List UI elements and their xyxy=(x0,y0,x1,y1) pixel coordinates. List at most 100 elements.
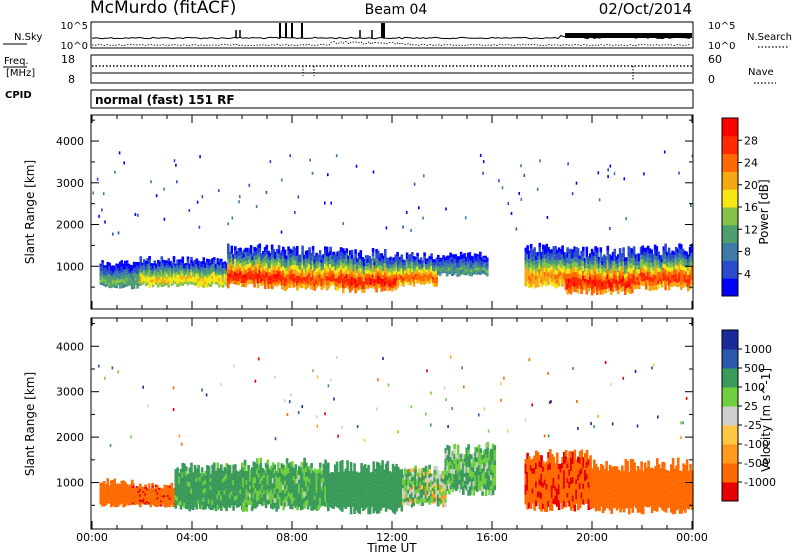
range-cell xyxy=(156,494,160,498)
range-cell xyxy=(589,257,592,262)
range-cell xyxy=(221,474,225,479)
range-cell xyxy=(106,500,110,504)
range-cell xyxy=(167,499,170,502)
range-cell xyxy=(181,256,185,260)
range-cell xyxy=(140,486,144,489)
range-cell xyxy=(394,266,398,271)
range-cell xyxy=(419,494,423,499)
range-cell xyxy=(111,502,115,506)
range-cell xyxy=(297,279,301,283)
range-cell xyxy=(453,484,456,490)
range-cell xyxy=(277,279,281,285)
range-cell xyxy=(227,248,230,254)
range-cell xyxy=(355,480,358,485)
range-cell xyxy=(440,271,444,274)
range-cell xyxy=(178,271,181,275)
range-cell xyxy=(561,245,564,250)
range-cell xyxy=(111,270,115,273)
range-cell xyxy=(458,263,461,266)
range-cell xyxy=(183,478,186,484)
range-cell xyxy=(681,257,685,262)
range-cell xyxy=(456,256,459,259)
range-cell xyxy=(315,492,319,498)
range-cell xyxy=(223,494,227,500)
range-cell xyxy=(421,472,424,477)
range-cell xyxy=(163,492,167,495)
range-cell xyxy=(327,260,331,265)
range-cell xyxy=(666,255,669,260)
range-cell xyxy=(657,251,660,256)
range-cell xyxy=(269,260,272,265)
range-cell xyxy=(634,258,638,263)
range-cell xyxy=(411,255,414,259)
range-cell xyxy=(294,273,297,278)
range-cell xyxy=(381,460,384,466)
range-cell xyxy=(559,263,563,268)
range-cell xyxy=(245,489,249,494)
range-cell xyxy=(556,258,559,263)
range-cell xyxy=(432,259,435,263)
range-cell xyxy=(389,264,392,268)
range-cell xyxy=(127,283,131,286)
range-cell xyxy=(273,478,277,484)
range-cell xyxy=(259,468,263,474)
range-cell xyxy=(287,496,291,501)
range-cell xyxy=(264,493,268,498)
range-cell xyxy=(404,278,407,281)
range-cell xyxy=(444,479,448,485)
range-cell xyxy=(113,265,117,269)
range-cell xyxy=(585,278,589,284)
range-cell xyxy=(157,259,160,263)
range-cell xyxy=(482,266,486,268)
range-cell xyxy=(181,501,185,507)
range-cell xyxy=(608,287,611,292)
range-cell xyxy=(104,502,108,506)
range-cell xyxy=(455,470,458,475)
range-cell xyxy=(172,265,176,269)
range-cell xyxy=(183,270,186,273)
range-cell xyxy=(134,267,138,270)
range-cell xyxy=(160,256,164,260)
range-cell xyxy=(409,264,412,268)
range-cell xyxy=(294,256,297,261)
range-cell xyxy=(320,278,324,283)
range-cell xyxy=(426,275,430,279)
range-cell xyxy=(549,249,552,254)
range-cell xyxy=(347,274,350,279)
range-cell xyxy=(475,256,479,259)
range-cell xyxy=(659,255,662,259)
colorbar-tick-label: 12 xyxy=(744,223,758,236)
range-cell xyxy=(458,256,461,259)
range-cell xyxy=(664,259,667,265)
range-cell xyxy=(357,281,361,286)
range-cell xyxy=(255,247,258,252)
range-cell xyxy=(465,267,468,270)
range-cell xyxy=(582,251,585,257)
range-cell xyxy=(423,252,426,256)
range-cell xyxy=(440,263,444,265)
nave-tick-bottom: 0 xyxy=(708,73,715,86)
range-cell xyxy=(211,474,214,480)
range-cell xyxy=(327,468,330,474)
range-cell xyxy=(132,270,136,274)
range-cell xyxy=(185,267,188,270)
range-cell xyxy=(690,280,694,285)
range-cell xyxy=(575,252,578,257)
range-cell xyxy=(575,281,578,287)
range-cell xyxy=(317,505,320,510)
range-cell xyxy=(163,489,167,493)
range-cell xyxy=(407,485,410,490)
range-cell xyxy=(103,281,106,284)
range-cell xyxy=(465,271,468,274)
range-cell xyxy=(197,473,200,479)
range-cell xyxy=(463,253,466,256)
range-cell xyxy=(437,265,440,269)
range-cell xyxy=(329,268,332,273)
range-cell xyxy=(349,255,352,260)
range-cell xyxy=(568,288,571,293)
range-cell xyxy=(125,283,129,287)
range-cell xyxy=(178,262,181,266)
range-cell xyxy=(339,260,343,266)
range-cell xyxy=(337,504,341,509)
range-cell xyxy=(402,265,405,269)
